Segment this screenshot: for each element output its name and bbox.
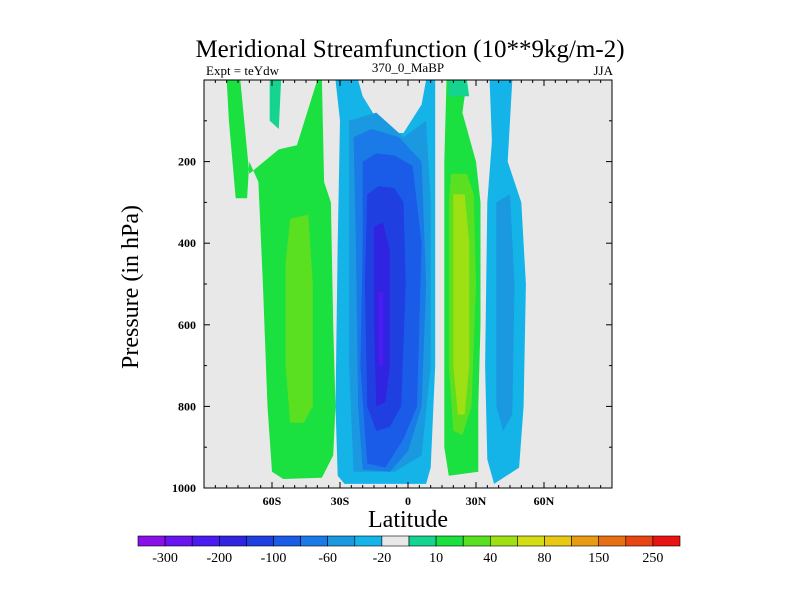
y-tick-label: 600 <box>178 318 196 332</box>
contour-fill-2-2 <box>453 194 470 415</box>
contour-region-4 <box>269 80 282 129</box>
contour-region-0 <box>226 80 336 479</box>
colorbar-swatch <box>517 535 545 547</box>
colorbar-swatch <box>489 535 518 547</box>
colorbar-swatch <box>354 535 383 547</box>
x-axis-label: Latitude <box>368 507 448 533</box>
colorbar-swatch <box>625 535 654 547</box>
x-axis: 60S 30S 0 30N 60N <box>203 80 613 508</box>
contour-region-1 <box>335 80 436 484</box>
colorbar-label: 10 <box>429 551 443 566</box>
period-label: 370_0_MaBP <box>372 60 444 75</box>
colorbar-swatch <box>462 535 491 547</box>
colorbar-swatch <box>435 535 464 547</box>
y-axis: 200 400 600 800 1000 <box>172 79 612 495</box>
colorbar-swatch <box>191 535 220 547</box>
contour-fill-2-3 <box>448 80 470 97</box>
y-tick-label: 400 <box>178 236 196 250</box>
colorbar-label: -200 <box>206 551 232 566</box>
colorbar-label: 150 <box>588 551 609 566</box>
chart-title: Meridional Streamfunction (10**9kg/m-2) <box>195 36 624 63</box>
experiment-label: Expt = teYdw <box>206 63 280 78</box>
colorbar-label: -300 <box>152 551 178 566</box>
contour-fill-4-0 <box>269 80 282 129</box>
y-tick-label: 200 <box>178 155 196 169</box>
colorbar-label: -60 <box>318 551 337 566</box>
colorbar-swatch <box>381 535 410 547</box>
colorbar-label: -100 <box>261 551 287 566</box>
colorbar-swatch <box>544 535 572 547</box>
plot-area <box>203 79 613 489</box>
y-tick-label: 800 <box>178 399 196 413</box>
colorbar-swatch <box>137 535 166 547</box>
contour-fill-1-6 <box>378 292 384 366</box>
colorbar-swatch <box>164 535 193 547</box>
colorbar-swatch <box>327 535 356 547</box>
x-tick-label: 30N <box>466 494 487 508</box>
colorbar-swatch <box>598 535 627 547</box>
x-tick-label: 0 <box>405 494 411 508</box>
x-tick-label: 30S <box>331 494 350 508</box>
contour-fill-3-1 <box>496 194 515 431</box>
colorbar-label: 250 <box>642 551 663 566</box>
colorbar-swatch <box>571 535 599 547</box>
x-tick-label: 60N <box>534 494 555 508</box>
colorbar-swatch <box>246 535 274 547</box>
colorbar-swatch <box>273 535 301 547</box>
colorbar-swatch <box>652 535 681 547</box>
colorbar-label: 80 <box>538 551 552 566</box>
x-tick-label: 60S <box>263 494 282 508</box>
colorbar-swatch <box>300 535 329 547</box>
colorbar-label: 40 <box>483 551 497 566</box>
contour-fill-0-1 <box>285 214 313 423</box>
colorbar-swatch <box>219 535 247 547</box>
contour-region-2 <box>444 80 481 476</box>
contour-region-3 <box>485 80 526 484</box>
y-tick-label: 1000 <box>172 481 196 495</box>
y-axis-label: Pressure (in hPa) <box>118 205 144 369</box>
season-label: JJA <box>593 63 613 78</box>
colorbar-swatch <box>408 535 437 547</box>
colorbar: -300 -200 -100 -60 -20 10 40 80 150 250 <box>137 535 681 566</box>
colorbar-label: -20 <box>373 551 392 566</box>
